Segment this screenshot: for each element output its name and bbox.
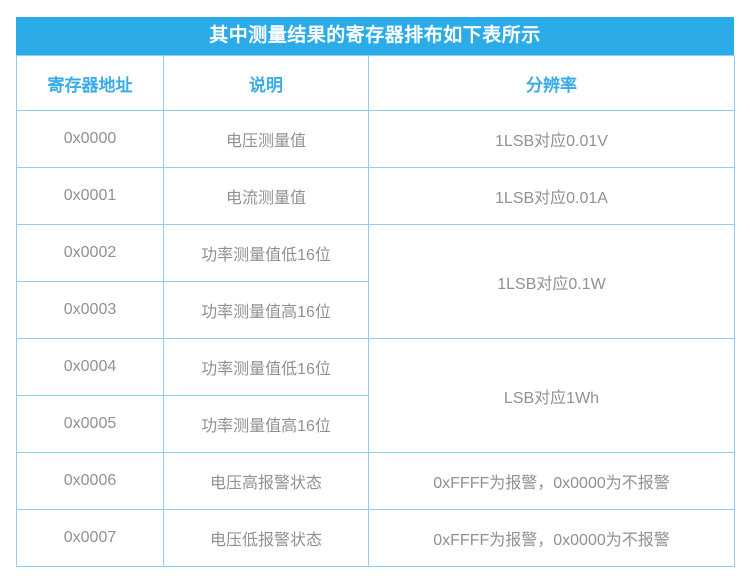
cell-address: 0x0002 <box>16 224 164 282</box>
cell-address: 0x0001 <box>16 167 164 225</box>
table-row: 0x0005 功率测量值高16位 <box>16 395 735 453</box>
cell-description: 功率测量值高16位 <box>163 395 369 453</box>
cell-description: 功率测量值高16位 <box>163 281 369 339</box>
table-row: 0x0003 功率测量值高16位 <box>16 281 735 339</box>
cell-resolution: 0xFFFF为报警，0x0000为不报警 <box>368 452 735 510</box>
cell-resolution: 1LSB对应0.01V <box>368 110 735 168</box>
table-head: 寄存器地址 说明 分辨率 <box>16 55 735 111</box>
cell-resolution: 1LSB对应0.1W <box>368 224 735 339</box>
table-row: 0x0004 功率测量值低16位 LSB对应1Wh <box>16 338 735 453</box>
table-row: 0x0002 功率测量值低16位 1LSB对应0.1W <box>16 224 735 339</box>
cell-description: 电压高报警状态 <box>163 452 369 510</box>
table-body: 0x0000 电压测量值 1LSB对应0.01V 0x0001 电流测量值 1LSB对应0… <box>16 110 735 567</box>
cell-address: 0x0005 <box>16 395 164 453</box>
register-table: 寄存器地址 说明 分辨率 0x0000 电压测量值 1LSB对应0.01V 0x000… <box>16 55 735 567</box>
column-header-resolution: 分辨率 <box>368 55 735 111</box>
table-row: 0x0000 电压测量值 1LSB对应0.01V <box>16 110 735 168</box>
cell-resolution: 1LSB对应0.01A <box>368 167 735 225</box>
table-title-bar: 其中测量结果的寄存器排布如下表所示 <box>16 17 734 55</box>
column-header-description: 说明 <box>163 55 369 111</box>
table-row: 0x0001 电流测量值 1LSB对应0.01A <box>16 167 735 225</box>
table-header-row: 寄存器地址 说明 分辨率 <box>16 55 735 111</box>
table-row: 0x0007 电压低报警状态 0xFFFF为报警，0x0000为不报警 <box>16 509 735 567</box>
register-table-container: 其中测量结果的寄存器排布如下表所示 寄存器地址 说明 分辨率 0x0000 电压测… <box>16 17 735 567</box>
cell-address: 0x0006 <box>16 452 164 510</box>
cell-resolution: 0xFFFF为报警，0x0000为不报警 <box>368 509 735 567</box>
cell-description: 功率测量值低16位 <box>163 338 369 396</box>
cell-description: 电流测量值 <box>163 167 369 225</box>
cell-description: 电压低报警状态 <box>163 509 369 567</box>
cell-address: 0x0004 <box>16 338 164 396</box>
cell-description: 电压测量值 <box>163 110 369 168</box>
cell-resolution: LSB对应1Wh <box>368 338 735 453</box>
table-row: 0x0006 电压高报警状态 0xFFFF为报警，0x0000为不报警 <box>16 452 735 510</box>
cell-description: 功率测量值低16位 <box>163 224 369 282</box>
cell-address: 0x0000 <box>16 110 164 168</box>
cell-address: 0x0003 <box>16 281 164 339</box>
cell-address: 0x0007 <box>16 509 164 567</box>
column-header-address: 寄存器地址 <box>16 55 164 111</box>
